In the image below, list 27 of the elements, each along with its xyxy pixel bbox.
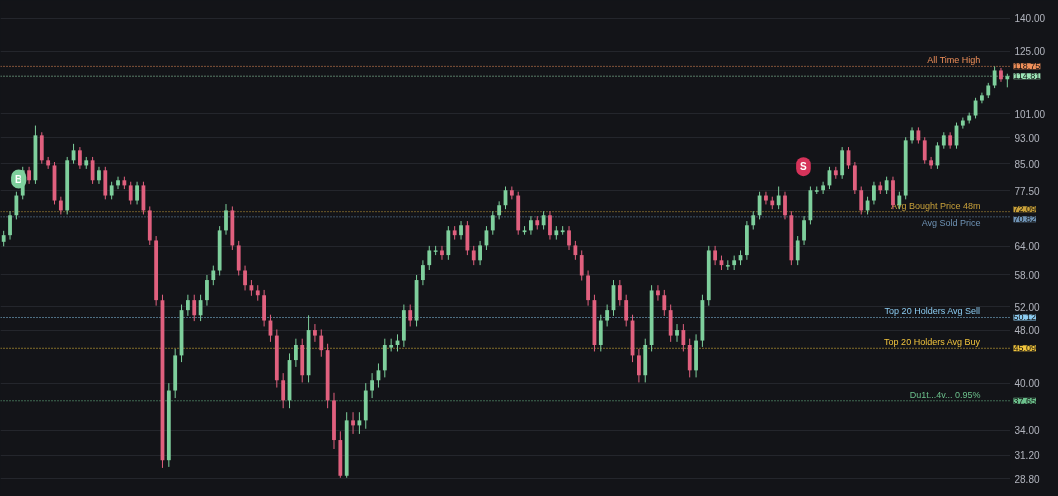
ref-line-label: Top 20 Holders Avg Buy [884,337,981,348]
y-tick-label: 70.82 [1013,214,1037,225]
y-tick-label: 31.20 [1014,450,1040,462]
y-tick-label: 37.65 [1013,395,1037,406]
y-tick-label: 34.00 [1014,425,1040,437]
y-tick-label: 101.00 [1014,108,1046,120]
y-tick-label: 125.00 [1014,46,1046,58]
y-tick-label: 50.12 [1013,312,1037,323]
y-tick-label: 28.80 [1014,473,1040,485]
y-tick-label: 93.00 [1014,132,1040,144]
y-tick-label: 64.00 [1014,241,1040,253]
y-tick-label: 45.09 [1013,343,1037,354]
y-tick-label: 48.00 [1014,325,1040,337]
annotation: S [800,161,808,173]
ref-line-label: Avg Sold Price [921,217,981,228]
y-tick-label: 140.00 [1014,13,1046,25]
y-tick-label: 85.00 [1014,158,1040,170]
y-tick-label: 40.00 [1014,378,1040,390]
y-tick-label: 77.50 [1014,185,1040,197]
y-tick-label: 72.09 [1013,204,1037,215]
ref-line-label: Top 20 Holders Avg Sell [884,306,981,317]
y-tick-label: 58.00 [1014,269,1040,281]
ref-line-label: Du1t...4v... 0.95% [909,389,981,400]
y-tick-label: 52.00 [1014,301,1040,313]
y-tick-label: 118.75 [1013,61,1041,72]
ref-line-label: All Time High [927,55,981,66]
y-tick-label: 114.81 [1013,71,1041,82]
